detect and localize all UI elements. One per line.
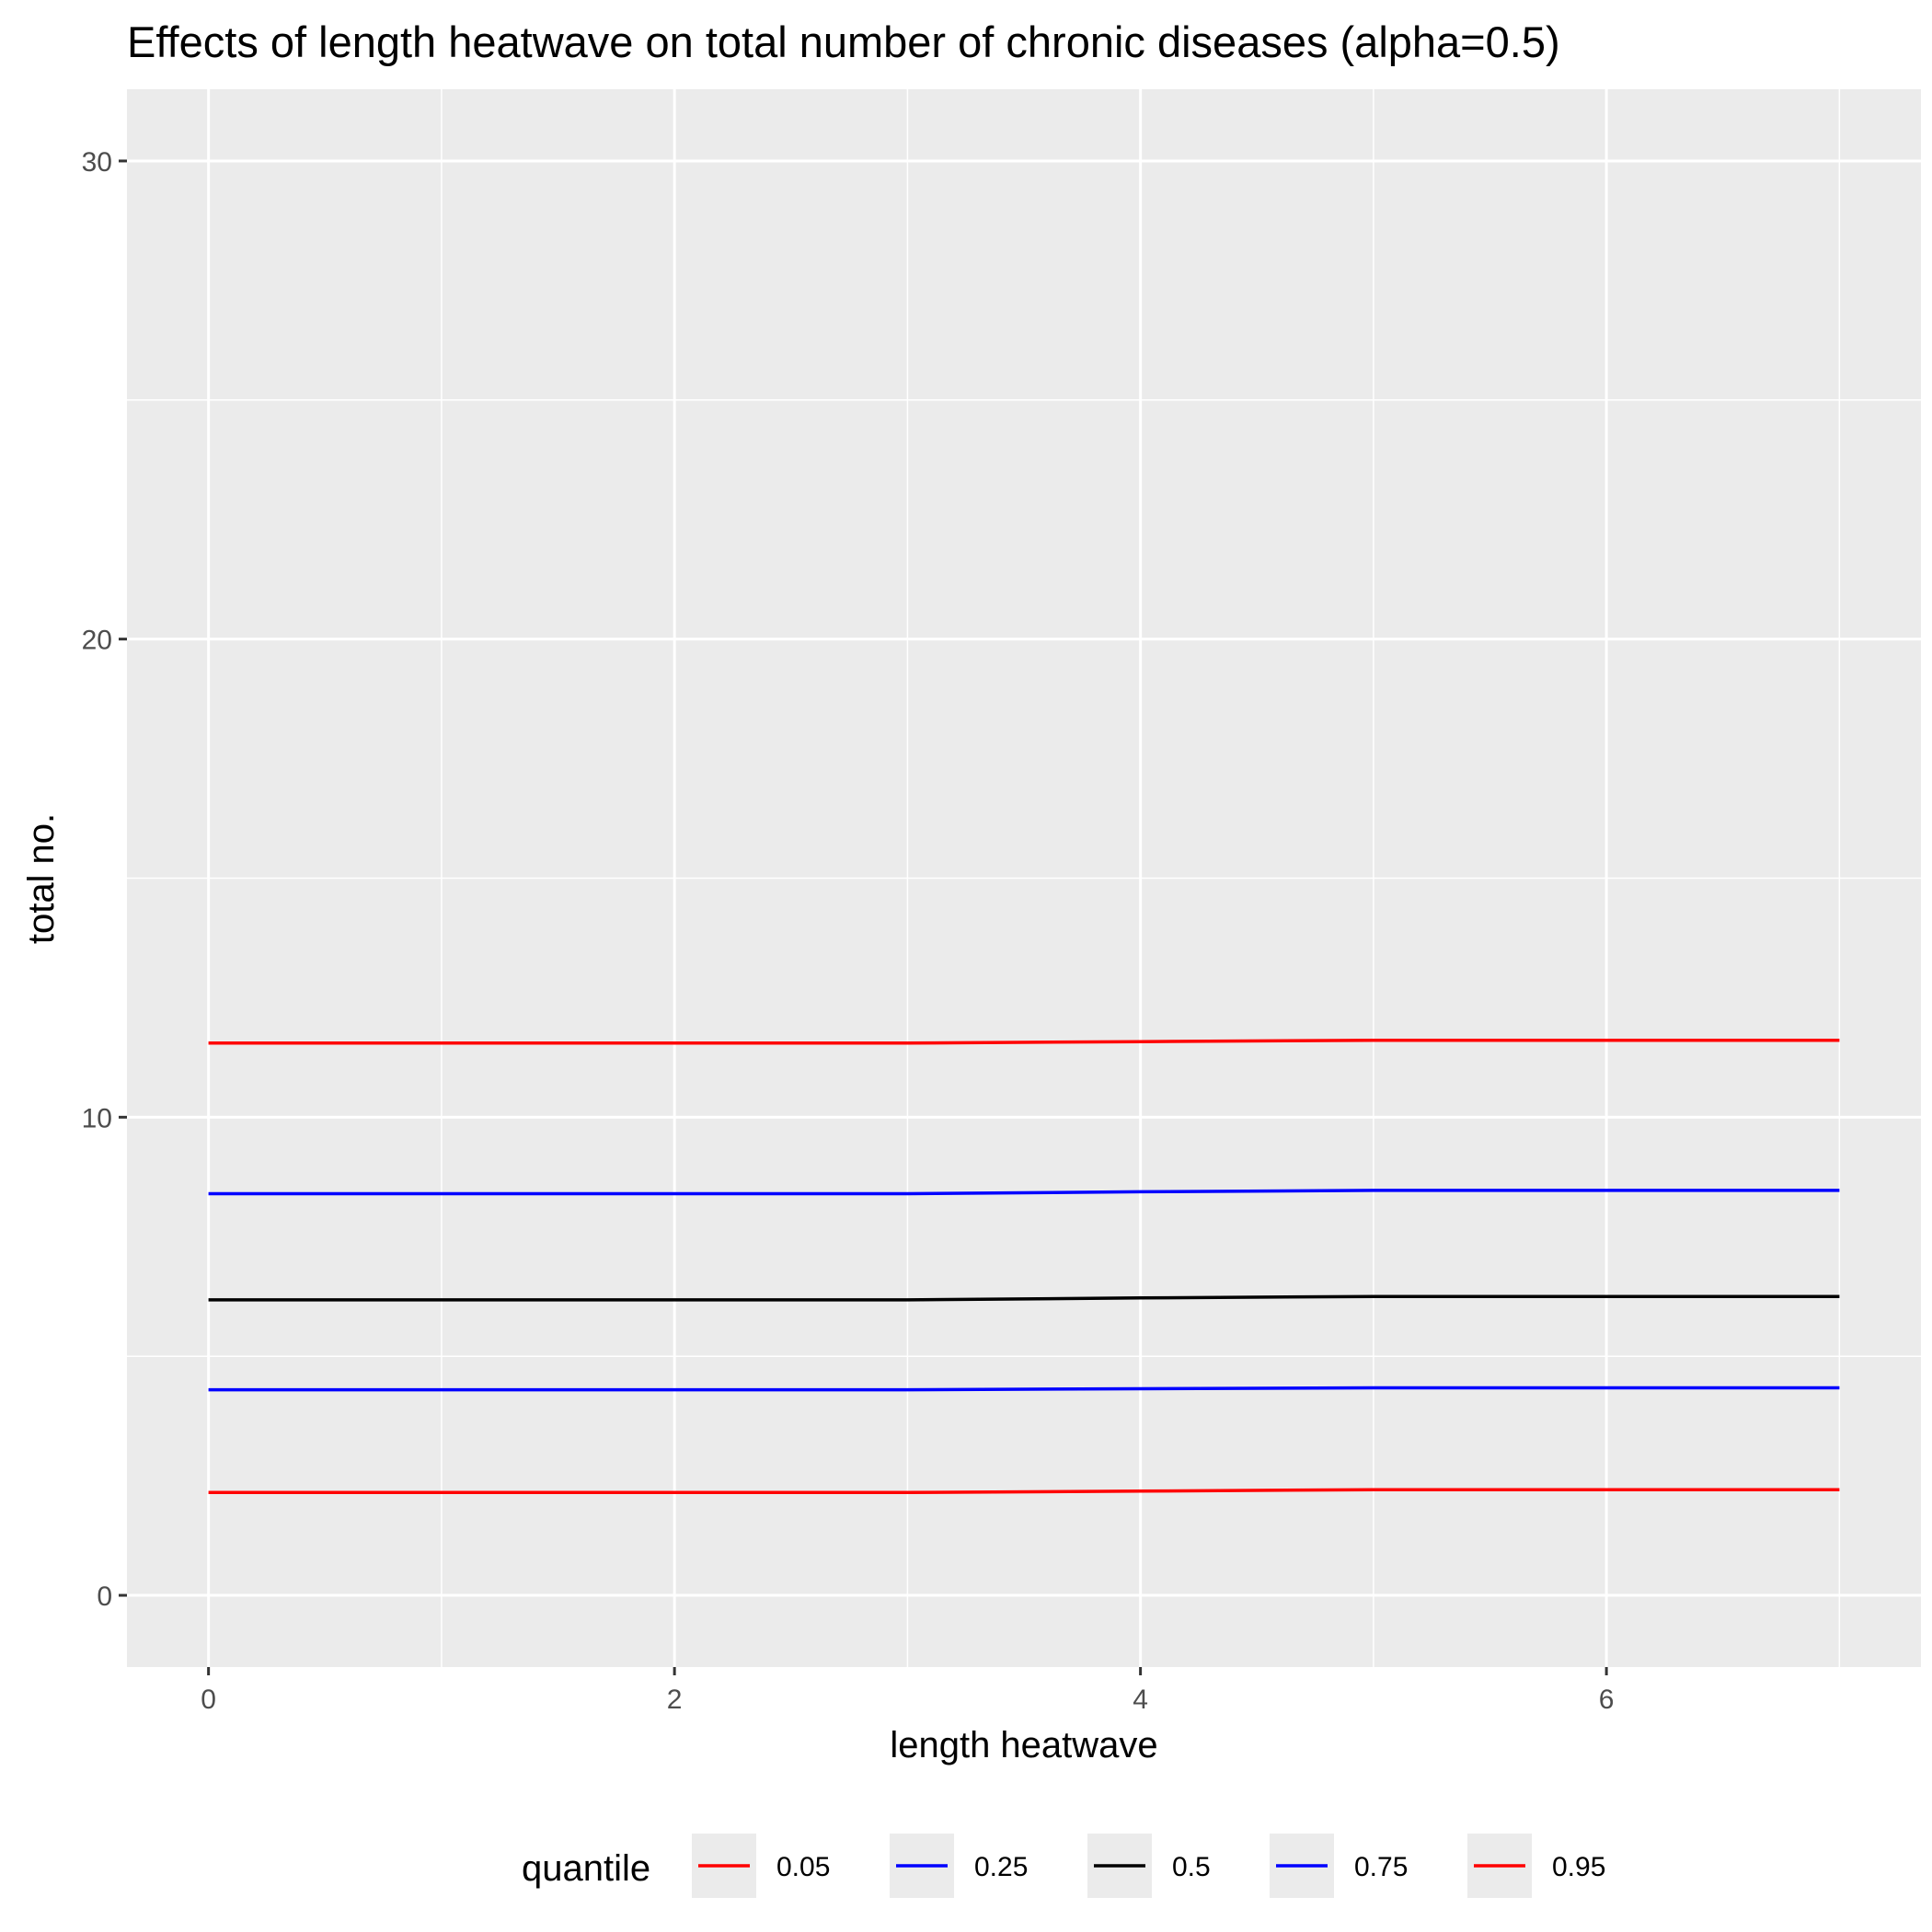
x-tick-label: 6 [1599, 1685, 1615, 1715]
legend: quantile 0.05 0.25 0.5 0.75 0.95 [522, 1834, 1605, 1898]
legend-label: 0.95 [1552, 1852, 1605, 1882]
chart-title: Effects of length heatwave on total numb… [127, 17, 1560, 66]
legend-label: 0.25 [974, 1852, 1028, 1882]
series-line-0-25 [208, 1386, 1840, 1392]
series-line-0-5 [208, 1294, 1840, 1302]
series-line-0-05 [208, 1488, 1840, 1495]
legend-items: 0.05 0.25 0.5 0.75 0.95 [692, 1834, 1605, 1898]
x-axis: 0 2 4 6 [201, 1667, 1614, 1715]
y-axis-title: total no. [21, 813, 62, 944]
legend-item: 0.25 [890, 1834, 1028, 1898]
legend-label: 0.5 [1172, 1852, 1211, 1882]
legend-label: 0.05 [776, 1852, 830, 1882]
legend-item: 0.95 [1467, 1834, 1605, 1898]
y-tick-label: 0 [97, 1581, 112, 1612]
series-line-0-75 [208, 1189, 1840, 1196]
x-tick-label: 4 [1133, 1685, 1148, 1715]
legend-item: 0.5 [1087, 1834, 1211, 1898]
y-axis: 0 10 20 30 [82, 147, 127, 1612]
series-line-0-95 [208, 1038, 1840, 1045]
x-tick-label: 2 [667, 1685, 683, 1715]
y-tick-label: 10 [82, 1103, 112, 1133]
x-axis-title: length heatwave [890, 1725, 1157, 1765]
legend-item: 0.75 [1270, 1834, 1408, 1898]
x-tick-label: 0 [201, 1685, 216, 1715]
series-lines [208, 1038, 1840, 1495]
grid-lines [127, 89, 1921, 1667]
legend-title: quantile [522, 1848, 650, 1889]
y-tick-label: 20 [82, 626, 112, 656]
legend-label: 0.75 [1354, 1852, 1408, 1882]
y-tick-label: 30 [82, 147, 112, 178]
legend-item: 0.05 [692, 1834, 830, 1898]
